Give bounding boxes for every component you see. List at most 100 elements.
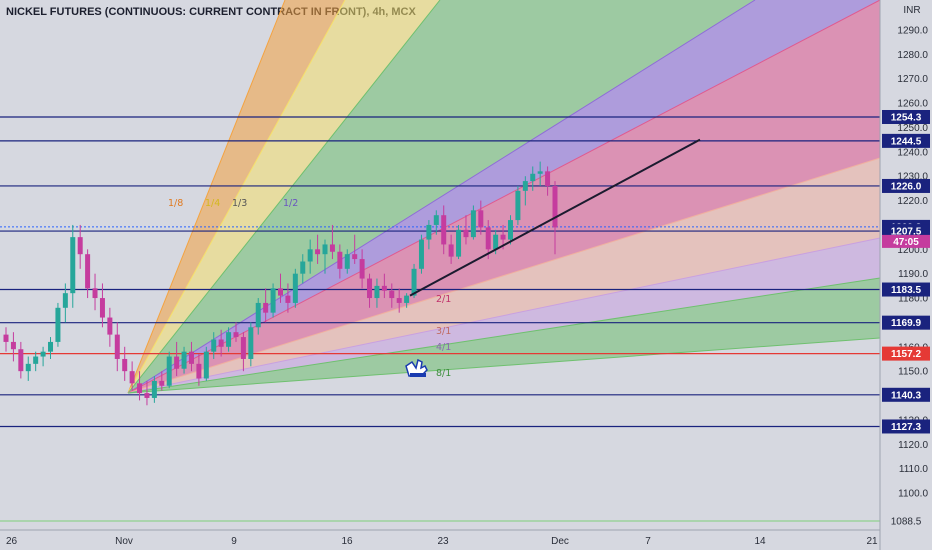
candle-body [322, 244, 328, 255]
price-level-badge [882, 387, 930, 402]
price-level-value: 1088.5 [891, 517, 922, 528]
candle [426, 220, 432, 250]
price-level-value: 1140.3 [891, 390, 921, 401]
candle [70, 224, 76, 308]
candle [374, 278, 380, 308]
candle-body [40, 351, 46, 357]
candle [62, 283, 68, 323]
time-tick-label: 21 [866, 536, 878, 547]
candle-body [233, 332, 239, 338]
candle-body [196, 363, 202, 379]
candle-body [129, 371, 135, 384]
candle [507, 215, 513, 245]
candle [174, 341, 180, 377]
fan-ray-5 [127, 0, 881, 394]
candle [48, 337, 54, 359]
price-axis[interactable]: 1100.01110.01120.01130.01140.01150.01160… [879, 0, 932, 550]
candle [240, 332, 246, 372]
price-tick-label: 1260.0 [897, 99, 928, 110]
price-level-badge [882, 224, 930, 239]
candle-body [344, 254, 350, 269]
candle-body [537, 171, 543, 174]
candle [315, 234, 321, 264]
candle-body [62, 293, 68, 308]
candle [203, 346, 209, 381]
candle [292, 268, 298, 308]
price-level-value: 1157.2 [891, 349, 921, 360]
candle-body [33, 356, 39, 364]
candle-body [240, 337, 246, 359]
price-axis-bg [880, 0, 932, 550]
candle [285, 283, 291, 313]
fan-label-2: 1/4 [205, 198, 220, 209]
candle-body [218, 339, 224, 347]
candle [10, 332, 16, 362]
candle [144, 380, 150, 406]
candle-body [374, 285, 380, 299]
candle-body [151, 380, 157, 398]
candle [226, 327, 232, 352]
candle [40, 346, 46, 367]
candle [396, 288, 402, 313]
fan-ray-1 [127, 0, 286, 394]
price-level-badge [882, 419, 930, 434]
price-level-value: 1207.5 [891, 227, 922, 238]
candle [307, 239, 313, 274]
currency-label: INR [903, 5, 920, 16]
time-tick-label: 23 [437, 536, 449, 547]
time-tick-label: 16 [341, 536, 353, 547]
candle-body [278, 288, 283, 296]
candle-body [255, 302, 261, 328]
candle [196, 354, 202, 386]
fan-label-5: 2/1 [436, 294, 451, 305]
trendline-segment[interactable] [409, 138, 701, 297]
trendline[interactable] [409, 138, 701, 297]
candle [114, 322, 120, 372]
candle-body [470, 210, 476, 238]
candle [270, 283, 276, 318]
candle-body [307, 249, 313, 262]
candle-body [389, 290, 395, 299]
candle-body [181, 351, 187, 369]
price-tick-label: 1120.0 [898, 440, 928, 451]
fan-label-7: 4/1 [436, 342, 451, 353]
candle [211, 332, 217, 359]
candle-body [285, 295, 291, 303]
candle [233, 322, 239, 342]
candle [188, 341, 194, 372]
candle [515, 185, 521, 225]
candle [3, 327, 9, 352]
candle [456, 224, 462, 260]
candle [151, 376, 157, 403]
candle [344, 249, 350, 274]
candle-body [144, 393, 150, 398]
candle [55, 302, 61, 347]
candle-body [107, 317, 113, 335]
price-level-value: 1169.9 [891, 318, 921, 329]
candle-body [226, 332, 232, 347]
candle-body [270, 288, 276, 313]
fan-ray-7 [127, 237, 881, 394]
candle [99, 283, 105, 328]
candle [352, 234, 358, 264]
candle [463, 215, 469, 245]
candle [448, 234, 454, 264]
price-tick-label: 1180.0 [898, 294, 928, 305]
fan-label-8: 8/1 [436, 368, 451, 379]
candle [107, 307, 113, 347]
candle [418, 234, 424, 274]
candle-body [85, 254, 91, 289]
fan-label-3: 1/3 [232, 198, 247, 209]
price-tick-label: 1100.0 [898, 489, 928, 500]
candle-body [381, 285, 387, 291]
time-axis[interactable]: 26 Nov 9 16 23 Dec 7 14 21 [0, 529, 880, 547]
candle-body [552, 185, 558, 228]
candle-body [359, 259, 365, 279]
candle-body [99, 298, 105, 318]
price-level-badge [882, 282, 930, 297]
candle-body [3, 334, 9, 342]
candle-body [188, 351, 194, 364]
candle [381, 273, 387, 299]
candle [337, 244, 343, 279]
